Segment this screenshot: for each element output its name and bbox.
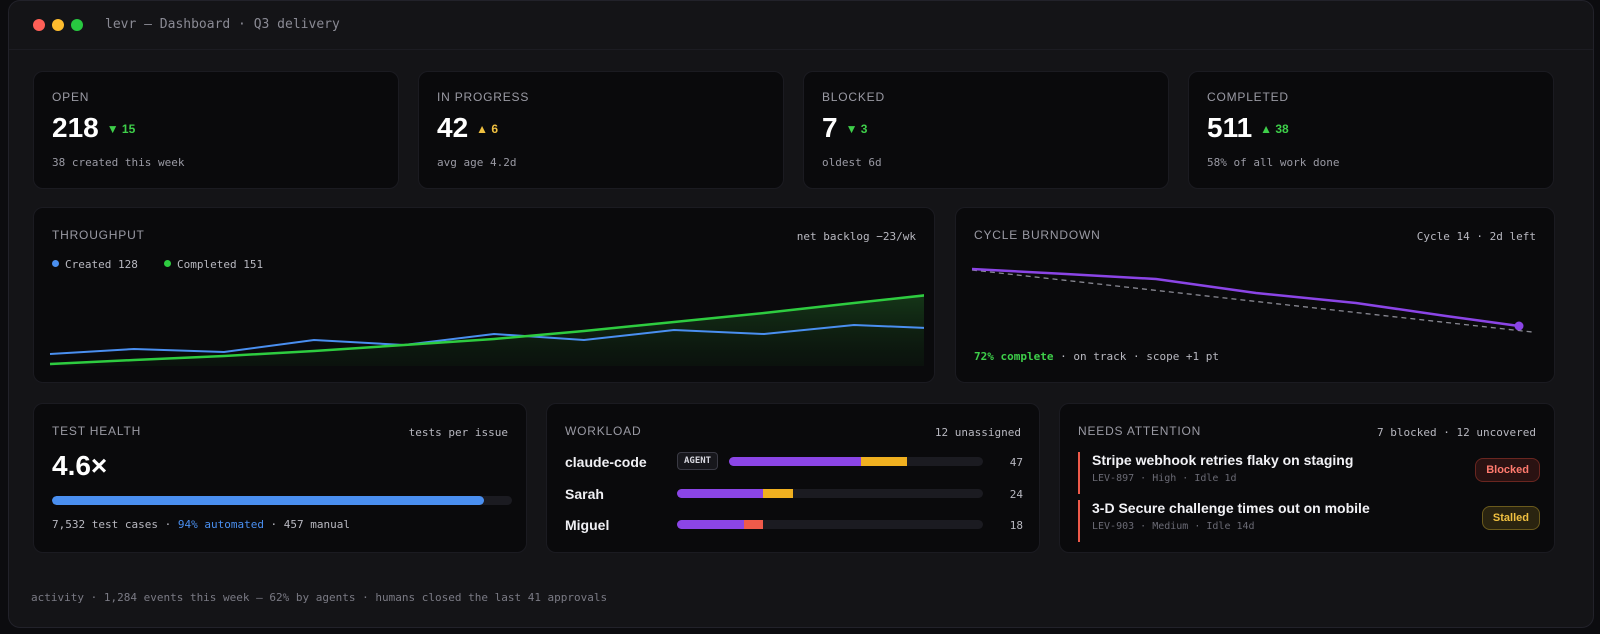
activity-footer: activity · 1,284 events this week — 62% … bbox=[31, 591, 608, 604]
close-window-button[interactable] bbox=[33, 19, 45, 31]
workload-bar bbox=[677, 520, 983, 529]
workload-bar-secondary bbox=[861, 457, 907, 466]
completed-line bbox=[49, 294, 924, 366]
automation-bar-fill bbox=[52, 496, 485, 505]
ideal-line bbox=[971, 269, 1533, 333]
tests-per-issue-note: tests per issue bbox=[408, 426, 508, 439]
needs-attention-title: NEEDS ATTENTION bbox=[1078, 424, 1202, 438]
current-point bbox=[1514, 321, 1524, 331]
tests-per-issue-value: 4.6× bbox=[52, 450, 108, 481]
maximize-window-button[interactable] bbox=[71, 19, 83, 31]
stat-label: BLOCKED bbox=[822, 90, 885, 104]
stat-label: COMPLETED bbox=[1207, 90, 1289, 104]
stat-delta: ▼ 15 bbox=[106, 122, 136, 136]
test-health-title: TEST HEALTH bbox=[52, 424, 142, 438]
attention-summary: 7 blocked · 12 uncovered bbox=[1377, 426, 1536, 439]
workload-bar-primary bbox=[677, 489, 763, 498]
stat-delta: ▲ 38 bbox=[1260, 122, 1289, 136]
legend-created: Created 128 bbox=[52, 258, 138, 271]
status-badge: Blocked bbox=[1475, 458, 1540, 482]
issue-meta: LEV-897 · High · Idle 1d bbox=[1092, 473, 1237, 484]
workload-bar-secondary bbox=[762, 489, 794, 498]
workload-bar-primary bbox=[729, 457, 862, 466]
stat-value: 511 ▲ 38 bbox=[1207, 112, 1289, 143]
cycle-note: Cycle 14 · 2d left bbox=[1416, 230, 1536, 243]
workload-count: 24 bbox=[1009, 488, 1023, 501]
created-line bbox=[49, 323, 924, 355]
workload-title: WORKLOAD bbox=[565, 424, 642, 438]
stat-value: 42 ▲ 6 bbox=[437, 112, 499, 143]
assignee-name[interactable]: Sarah bbox=[565, 486, 604, 502]
issue-meta: LEV-903 · Medium · Idle 14d bbox=[1092, 521, 1255, 532]
app-window: levr — Dashboard · Q3 delivery OPEN 218 ▼… bbox=[8, 0, 1594, 628]
automation-bar bbox=[52, 496, 512, 505]
stat-delta: ▼ 3 bbox=[845, 122, 868, 136]
stat-value: 7 ▼ 3 bbox=[822, 112, 868, 143]
percent-complete: 72% complete bbox=[974, 350, 1054, 363]
burndown-card[interactable]: CYCLE BURNDOWN Cycle 14 · 2d left 72% co… bbox=[955, 207, 1555, 383]
stat-subtext: oldest 6d bbox=[822, 156, 882, 169]
throughput-title: THROUGHPUT bbox=[52, 228, 145, 242]
burndown-status: 72% complete · on track · scope +1 pt bbox=[974, 350, 1220, 363]
workload-count: 47 bbox=[1009, 456, 1023, 469]
test-summary: 7,532 test cases · 94% automated · 457 m… bbox=[52, 518, 351, 531]
completed-area bbox=[50, 295, 924, 366]
assignee-name[interactable]: Miguel bbox=[565, 517, 610, 533]
net-backlog-note: net backlog −23/wk bbox=[796, 230, 916, 243]
workload-count: 18 bbox=[1009, 519, 1023, 532]
burndown-chart bbox=[971, 267, 1533, 333]
stat-subtext: 58% of all work done bbox=[1207, 156, 1340, 169]
workload-bar-secondary bbox=[744, 520, 763, 529]
minimize-window-button[interactable] bbox=[52, 19, 64, 31]
workload-bar-primary bbox=[677, 520, 745, 529]
unassigned-note: 12 unassigned bbox=[934, 426, 1021, 439]
attention-item[interactable]: 3-D Secure challenge times out on mobile… bbox=[1078, 500, 1538, 542]
legend-completed: Completed 151 bbox=[164, 258, 263, 271]
stat-card-open[interactable]: OPEN 218 ▼ 15 38 created this week bbox=[33, 71, 399, 189]
automated-percent: 94% automated bbox=[177, 518, 264, 531]
assignee-name[interactable]: claude-code bbox=[565, 454, 647, 470]
burndown-title: CYCLE BURNDOWN bbox=[974, 228, 1101, 242]
legend-completed-dot bbox=[164, 260, 171, 267]
stat-subtext: avg age 4.2d bbox=[437, 156, 517, 169]
stat-label: IN PROGRESS bbox=[437, 90, 530, 104]
stat-card-completed[interactable]: COMPLETED 511 ▲ 38 58% of all work done bbox=[1188, 71, 1554, 189]
workload-bar bbox=[677, 489, 983, 498]
throughput-card[interactable]: THROUGHPUT net backlog −23/wk Created 12… bbox=[33, 207, 935, 383]
throughput-chart bbox=[49, 294, 924, 366]
stat-delta: ▲ 6 bbox=[476, 122, 499, 136]
stat-label: OPEN bbox=[52, 90, 90, 104]
stat-card-blocked[interactable]: BLOCKED 7 ▼ 3 oldest 6d bbox=[803, 71, 1169, 189]
window-title: levr — Dashboard · Q3 delivery bbox=[105, 17, 340, 32]
legend-created-dot bbox=[52, 260, 59, 267]
attention-item[interactable]: Stripe webhook retries flaky on staging … bbox=[1078, 452, 1538, 494]
agent-badge: AGENT bbox=[677, 452, 719, 470]
status-badge: Stalled bbox=[1481, 506, 1540, 530]
stat-card-in-progress[interactable]: IN PROGRESS 42 ▲ 6 avg age 4.2d bbox=[418, 71, 784, 189]
test-health-card[interactable]: TEST HEALTH tests per issue 4.6× 7,532 t… bbox=[33, 403, 527, 553]
title-bar: levr — Dashboard · Q3 delivery bbox=[9, 1, 1593, 50]
issue-title[interactable]: 3-D Secure challenge times out on mobile bbox=[1092, 500, 1370, 516]
stat-value: 218 ▼ 15 bbox=[52, 112, 136, 143]
needs-attention-card[interactable]: NEEDS ATTENTION 7 blocked · 12 uncovered… bbox=[1059, 403, 1555, 553]
workload-bar bbox=[729, 457, 983, 466]
workload-card[interactable]: WORKLOAD 12 unassigned claude-code AGENT… bbox=[546, 403, 1040, 553]
stat-subtext: 38 created this week bbox=[52, 156, 185, 169]
actual-line bbox=[971, 267, 1520, 328]
issue-title[interactable]: Stripe webhook retries flaky on staging bbox=[1092, 452, 1354, 468]
